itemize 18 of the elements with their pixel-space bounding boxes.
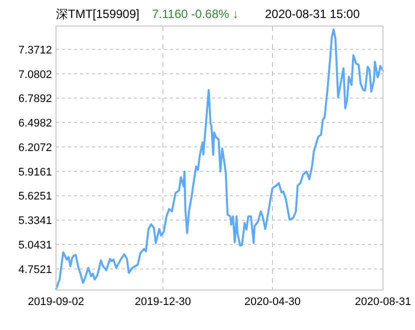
chart-title: 深TMT[159909]: [56, 7, 140, 21]
text: 2020-08-31 15:00: [265, 7, 360, 21]
y-tick-label: 5.6251: [18, 190, 52, 203]
y-tick-label: 6.7892: [18, 93, 52, 106]
line-series: [55, 28, 384, 290]
y-tick-label: 6.4982: [18, 118, 52, 130]
x-tick-label: 2019-12-30: [134, 296, 192, 308]
y-tick-label: 7.3712: [18, 44, 52, 56]
x-tick-label: 2020-04-30: [244, 296, 301, 308]
x-tick-label: 2020-08-31: [354, 296, 412, 308]
y-tick-label: 5.0431: [18, 239, 52, 252]
y-tick-label: 5.9161: [18, 166, 52, 178]
x-tick-label: 2019-09-02: [28, 296, 84, 308]
chart-subtitle: 7.1160 -0.68% ↓: [152, 7, 239, 21]
y-tick-label: 7.0802: [18, 68, 52, 81]
y-tick-label: 6.2072: [18, 142, 52, 154]
y-tick-label: 4.7521: [18, 264, 52, 276]
y-tick-label: 5.3341: [18, 215, 52, 228]
